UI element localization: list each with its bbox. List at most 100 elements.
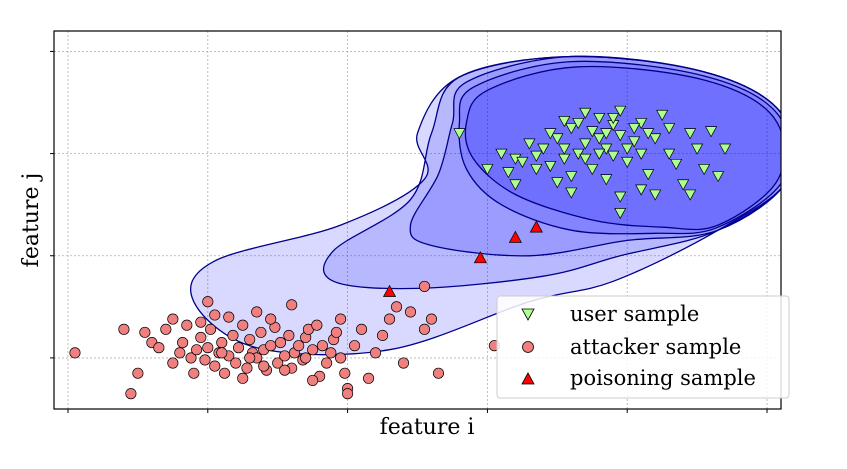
user-point [635,184,648,196]
legend-box [496,295,790,399]
attacker-point [205,323,217,335]
legend-entry-attacker: attacker sample [522,335,741,359]
attacker-point [195,331,207,344]
attacker-point [258,360,270,372]
user-point [565,171,578,183]
user-point [684,128,697,140]
attacker-point [283,329,295,341]
legend-label-user: user sample [570,302,699,326]
attacker-point [265,340,277,352]
attacker-point [342,388,354,400]
attacker-point [195,316,207,328]
user-point [663,123,676,135]
user-point [642,169,655,181]
y-axis-label: feature j [19,173,44,268]
attacker-point [202,342,214,354]
attacker-point [118,323,130,335]
attacker-point [390,301,403,313]
axis-ticks [50,50,768,413]
user-point [453,128,466,140]
user-point [711,171,725,183]
user-point [523,138,536,150]
user-point [551,133,564,145]
attacker-point [300,352,312,364]
user-point [600,128,613,140]
attacker-point [185,352,197,364]
attacker-point [244,333,256,346]
attacker-point [286,299,298,311]
user-point [663,148,676,160]
user-point [495,148,508,160]
attacker-point [432,367,445,379]
legend-entry-user: user sample [521,302,699,326]
user-point [600,174,613,186]
user-point [705,126,718,138]
attacker-point [272,357,284,369]
attacker-point [139,326,151,338]
user-point [649,133,662,145]
attacker-point [279,364,291,376]
attacker-point [188,367,200,379]
attacker-point [425,313,438,325]
user-point [565,187,578,199]
attacker-point [404,306,417,318]
attacker-point [418,280,431,292]
attacker-point [230,357,242,369]
user-point [593,148,606,160]
attacker-point [376,329,389,341]
attacker-point [219,367,231,379]
attacker-point [132,367,144,379]
attacker-point [316,340,328,352]
user-point [718,143,732,155]
user-point [642,128,655,140]
attacker-point [202,296,214,308]
user-point [607,150,620,162]
attacker-point [153,342,165,354]
attacker-point [307,374,319,386]
attacker-point [160,323,172,335]
attacker-point [209,309,221,321]
attacker-point [265,313,277,325]
attacker-point [199,354,211,366]
attacker-point [255,326,267,338]
attacker-point [125,388,137,400]
user-point [684,189,697,201]
user-point [544,161,557,173]
user-point [614,105,627,117]
legend: user sample attacker sample poisoning sa… [496,295,790,399]
user-point [551,177,564,189]
user-point [607,112,620,125]
attacker-point [167,357,179,369]
attacker-point [237,319,249,331]
attacker-point [330,326,342,338]
legend-marker-attacker [522,341,534,353]
user-point [698,164,711,176]
attacker-point [418,323,431,335]
attacker-point [177,337,189,349]
attacker-point [293,340,305,352]
user-point [649,189,662,201]
attacker-point [335,313,347,325]
user-point [502,167,515,179]
attacker-point [307,344,319,356]
attacker-point [383,313,396,325]
poisoning-point [508,230,522,243]
user-point [481,164,494,176]
user-point [537,143,550,155]
x-axis-label: feature i [380,415,475,440]
attacker-point [321,357,333,369]
legend-entry-poisoning: poisoning sample [521,366,756,390]
attacker-point [339,367,351,379]
user-point [579,107,592,119]
attacker-point [227,329,239,341]
user-point [586,164,599,176]
user-point [628,123,641,135]
user-point [579,153,592,165]
attacker-point [325,347,337,359]
user-point [614,130,627,142]
attacker-point [174,347,186,359]
attacker-point [167,313,179,325]
attacker-point [237,372,249,384]
attacker-point [209,360,221,372]
